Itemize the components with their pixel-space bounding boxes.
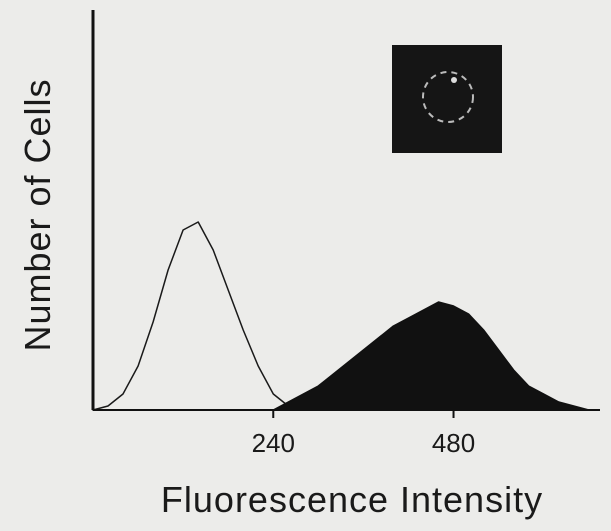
chart: Number of Cells Fluorescence Intensity 2… [0, 0, 611, 531]
page: Number of Cells Fluorescence Intensity 2… [0, 0, 611, 531]
inset-image [392, 45, 502, 153]
y-axis-label: Number of Cells [17, 78, 58, 351]
x-tick-label: 480 [432, 428, 475, 458]
x-tick-label: 240 [252, 428, 295, 458]
x-axis-label: Fluorescence Intensity [161, 479, 543, 520]
